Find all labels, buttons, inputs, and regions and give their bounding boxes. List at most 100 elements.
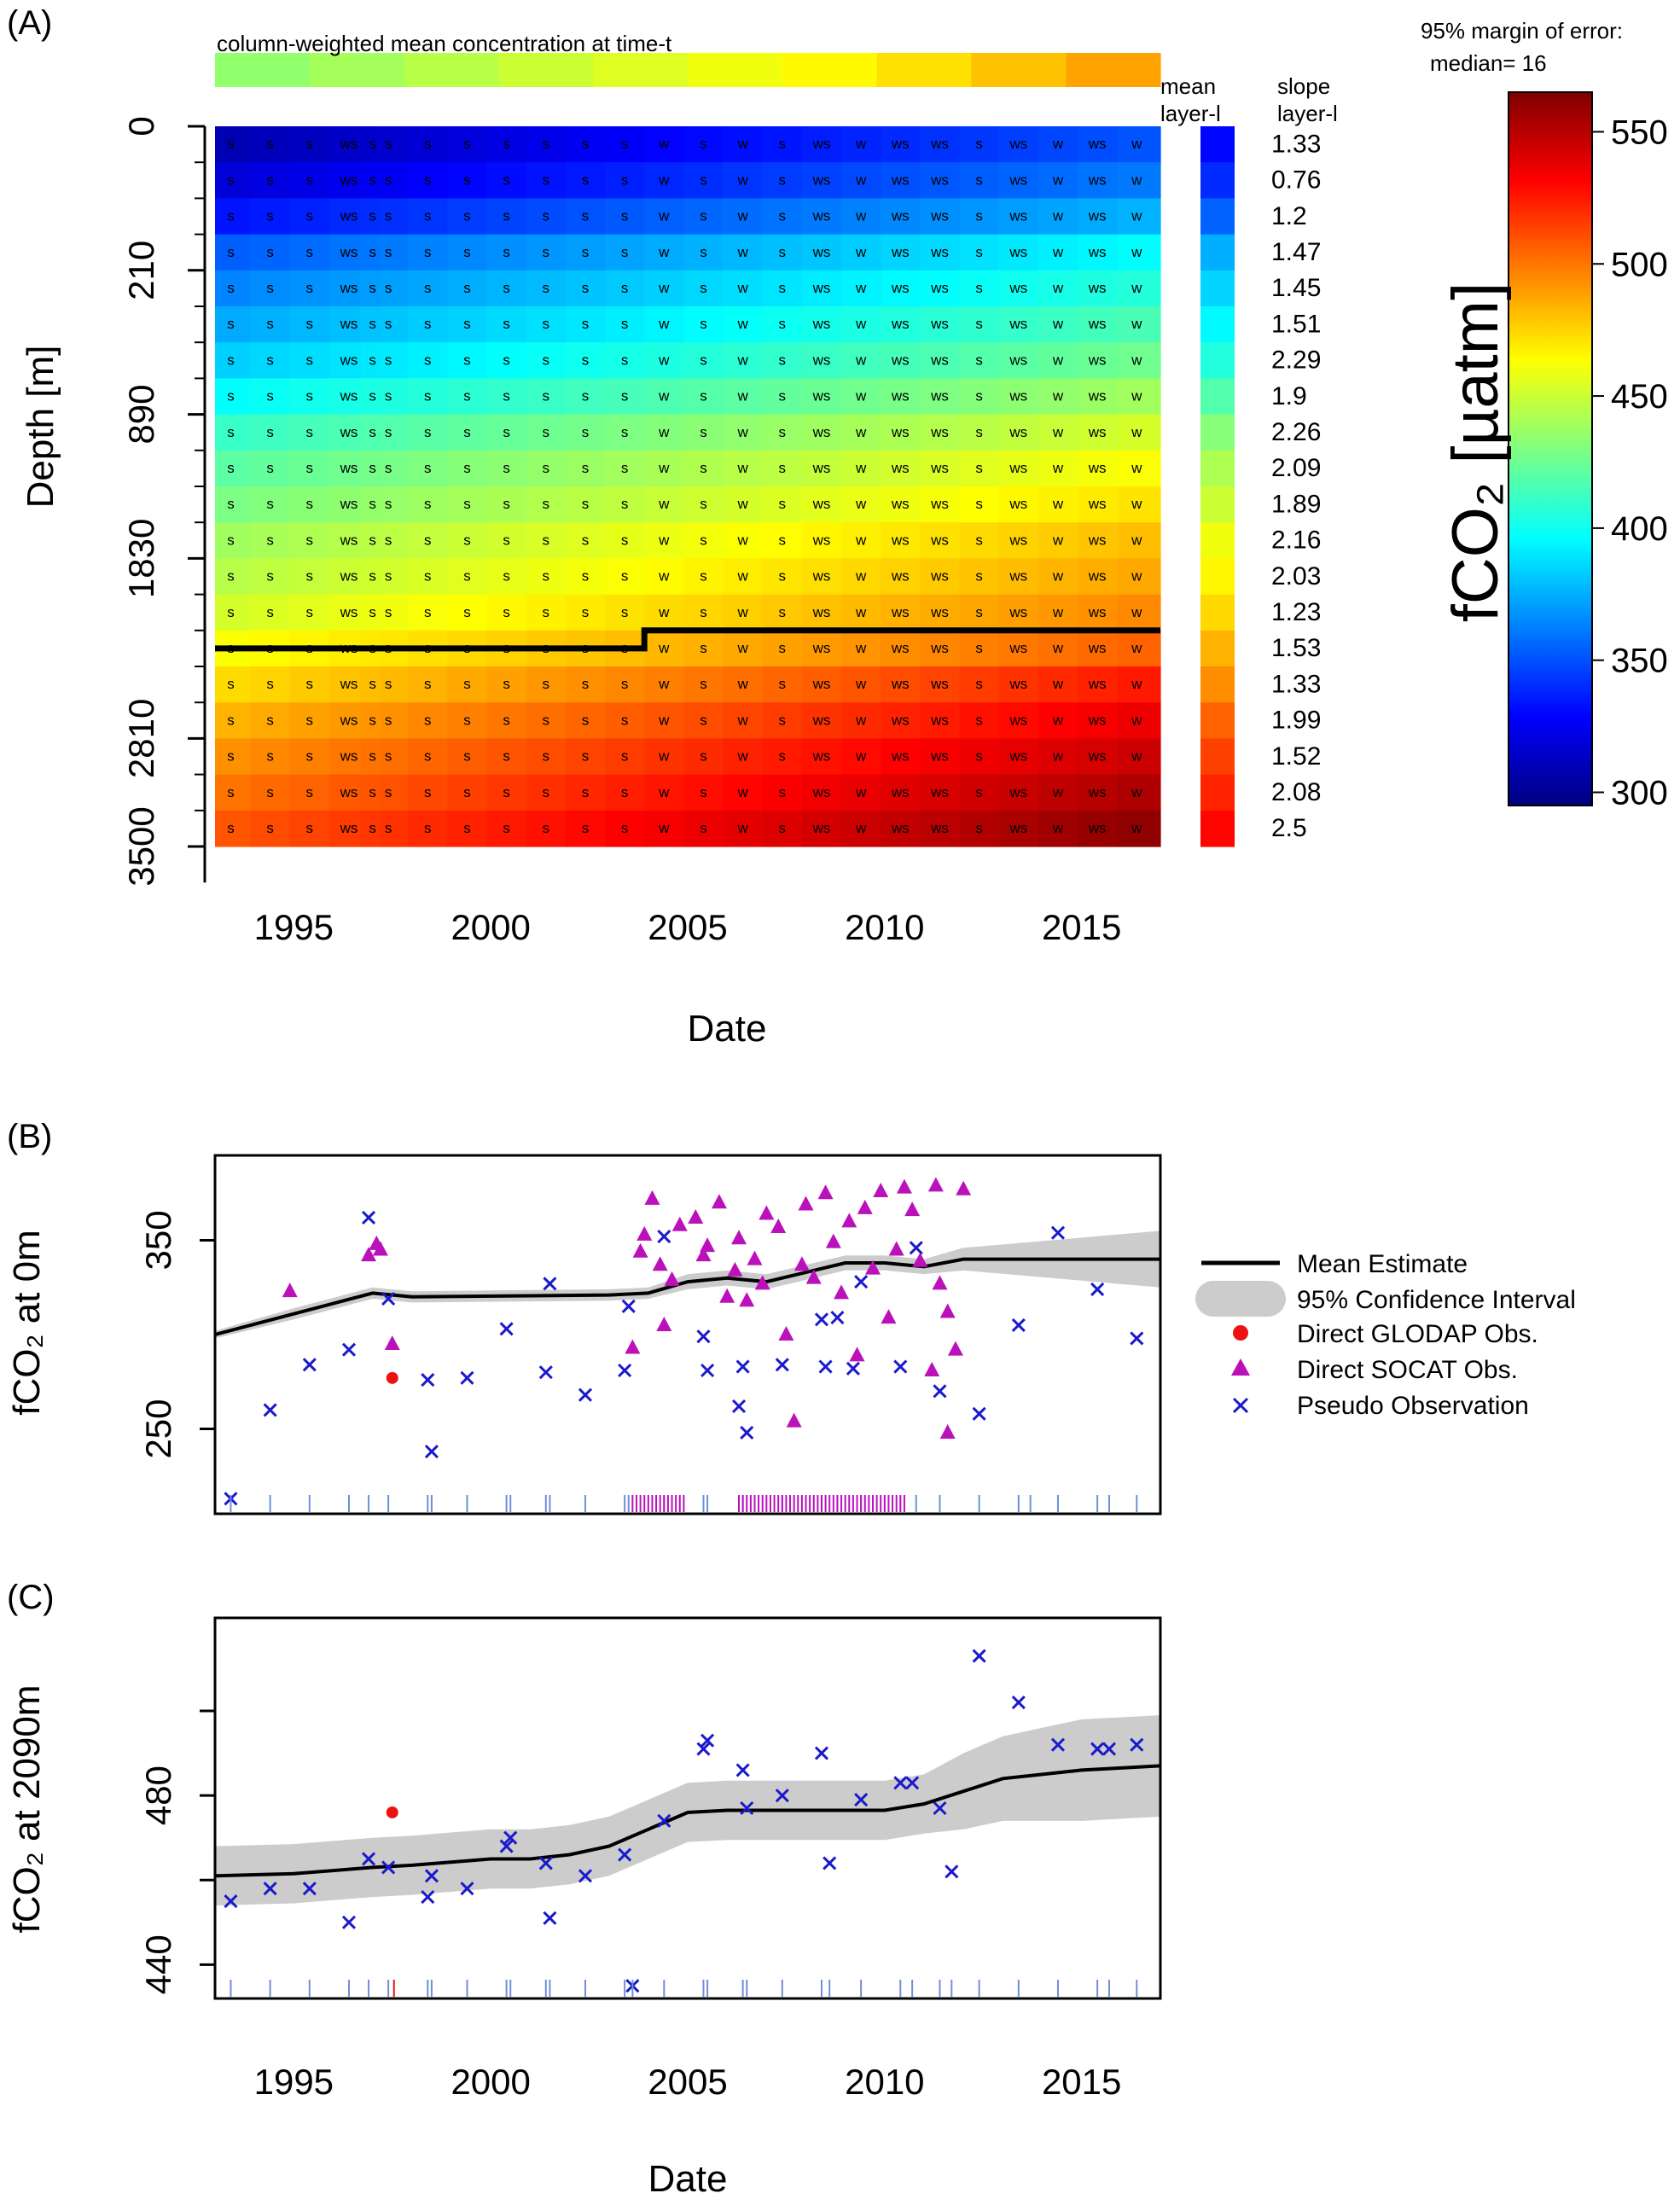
cell-mark: s <box>385 388 392 404</box>
heatmap-cell <box>447 234 488 271</box>
cell-mark: s <box>779 316 787 332</box>
heatmap-cell <box>1117 702 1161 739</box>
heatmap-cell <box>526 738 567 776</box>
heatmap-cell <box>605 306 645 343</box>
cell-mark: s <box>369 820 376 836</box>
cell-mark: w <box>736 712 748 728</box>
mean-layer-cell <box>1200 702 1235 739</box>
cell-mark: ws <box>930 784 949 800</box>
heatmap-cell <box>408 558 448 596</box>
cell-mark: s <box>582 136 590 152</box>
heatmap-cell <box>1117 774 1161 812</box>
cell-mark: s <box>779 532 787 548</box>
pseudo-point <box>740 1425 754 1440</box>
heatmap-cell <box>486 414 527 451</box>
heatmap-cell <box>683 198 724 236</box>
heatmap-cell <box>920 630 961 667</box>
heatmap-cell <box>447 126 488 163</box>
cell-mark: s <box>369 136 376 152</box>
colorbar-tick-label: 450 <box>1611 378 1668 416</box>
cell-mark: ws <box>930 208 949 224</box>
cell-mark: w <box>736 460 748 476</box>
cell-mark: s <box>385 172 392 188</box>
cell-mark: ws <box>930 316 949 332</box>
socat-point <box>793 1256 810 1271</box>
heatmap-cell <box>605 414 645 451</box>
socat-point <box>924 1362 940 1376</box>
cell-mark: w <box>1131 280 1142 296</box>
slope-value: 2.5 <box>1271 814 1307 842</box>
heatmap-cell <box>959 450 1000 487</box>
cell-mark: s <box>975 460 983 476</box>
heatmap-cell <box>408 162 448 199</box>
heatmap-cell <box>841 162 881 199</box>
legend-pseudo-label: Pseudo Observation <box>1297 1392 1529 1420</box>
heatmap-cell <box>998 162 1039 199</box>
cell-mark: w <box>736 532 748 548</box>
heatmap-cell <box>998 378 1039 416</box>
heatmap-cell <box>959 630 1000 667</box>
socat-point <box>841 1213 857 1228</box>
cell-mark: s <box>266 280 274 296</box>
cell-mark: w <box>1052 352 1064 368</box>
cell-mark: s <box>700 352 707 368</box>
cell-mark: s <box>463 172 471 188</box>
heatmap-cell <box>328 162 362 199</box>
pseudo-point <box>460 1882 474 1896</box>
heatmap-cell <box>1038 306 1078 343</box>
heatmap-cell <box>605 234 645 271</box>
heatmap-cell <box>762 414 803 451</box>
mean-layer-cell <box>1200 270 1235 307</box>
mean-layer-cell <box>1200 342 1235 379</box>
heatmap-cell <box>881 378 921 416</box>
colorbar <box>1508 91 1593 806</box>
colorbar-tick-label: 400 <box>1611 510 1668 548</box>
heatmap-cell <box>360 378 381 416</box>
heatmap-cell <box>998 198 1039 236</box>
heatmap-cell <box>683 414 724 451</box>
heatmap-cell <box>526 594 567 631</box>
heatmap-cell <box>762 234 803 271</box>
cell-mark: s <box>385 568 392 585</box>
heatmap-cell <box>801 198 842 236</box>
slope-value: 1.89 <box>1271 490 1321 518</box>
cell-mark: ws <box>891 712 910 728</box>
cell-mark: s <box>227 748 235 765</box>
heatmap-cell <box>920 270 961 307</box>
cell-mark: w <box>736 748 748 765</box>
heatmap-cell <box>328 810 362 847</box>
heatmap-cell <box>289 198 330 236</box>
slope-values: 1.33 0.76 1.2 1.47 1.45 1.51 2.29 1.9 2.26 2.09 1.… <box>1271 130 1321 842</box>
x-tick-label: 2015 <box>1042 907 1121 947</box>
legend-socat-swatch <box>1231 1358 1250 1376</box>
cell-mark: ws <box>1088 352 1107 368</box>
heatmap-cell <box>526 378 567 416</box>
panel-a-y-axis: 0 210 890 1830 2810 3500 <box>121 116 206 887</box>
heatmap-cell <box>683 594 724 631</box>
socat-point <box>731 1230 747 1245</box>
heatmap-cell <box>447 486 488 523</box>
heatmap-cell <box>1117 594 1161 631</box>
cell-mark: s <box>306 352 314 368</box>
cell-mark: ws <box>891 388 910 404</box>
mean-layer-cell <box>1200 378 1235 416</box>
heatmap-cell <box>447 594 488 631</box>
heatmap-cell <box>683 234 724 271</box>
heatmap-cell <box>920 234 961 271</box>
heatmap-cell <box>380 738 409 776</box>
heatmap-cell <box>881 702 921 739</box>
cell-mark: w <box>736 640 748 656</box>
heatmap-cell <box>998 558 1039 596</box>
heatmap-cell <box>801 162 842 199</box>
pseudo-point <box>700 1733 715 1748</box>
cell-mark: s <box>369 316 376 332</box>
heatmap-cell <box>683 666 724 703</box>
cell-mark: ws <box>340 712 358 728</box>
heatmap-cell <box>215 342 252 379</box>
cell-mark: w <box>1052 388 1064 404</box>
pseudo-point <box>735 1359 750 1374</box>
heatmap-cell <box>447 738 488 776</box>
heatmap-cell <box>328 522 362 559</box>
cell-mark: s <box>975 748 983 765</box>
heatmap-cell <box>801 702 842 739</box>
